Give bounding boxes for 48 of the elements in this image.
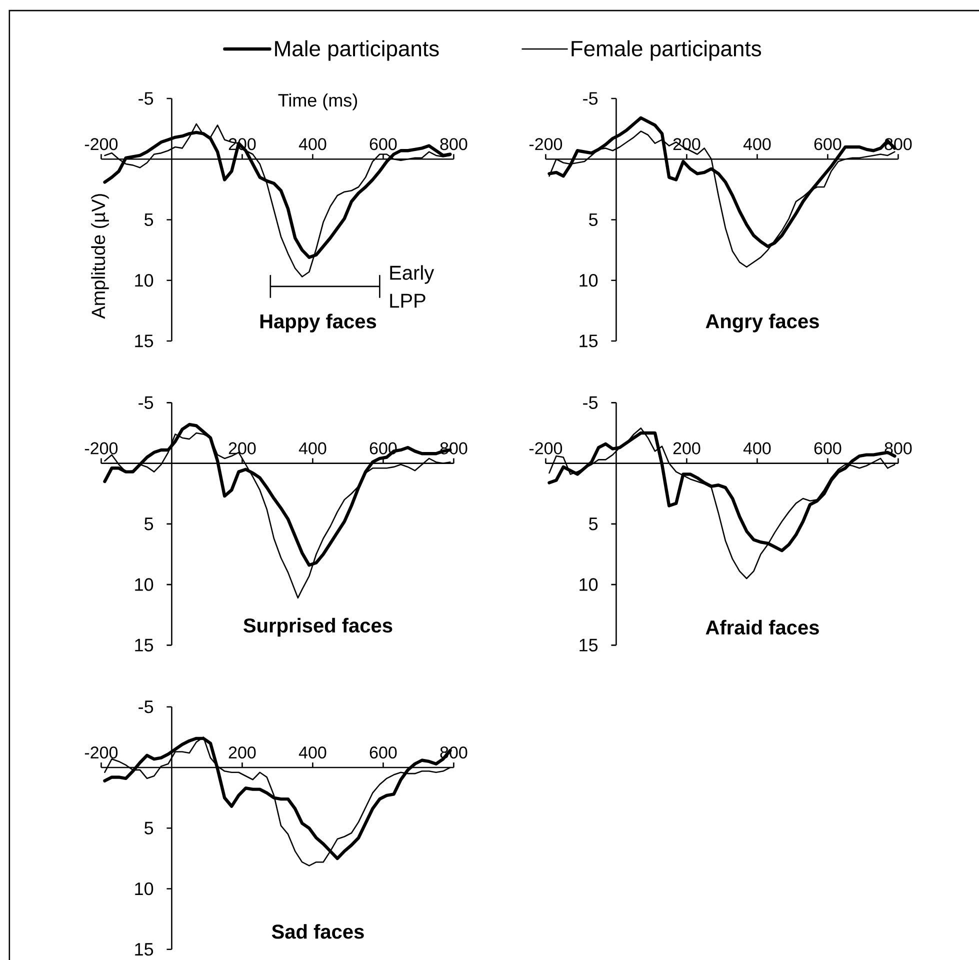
y-tick-label: 5 (144, 822, 154, 834)
x-tick-label: 600 (814, 442, 842, 454)
y-tick-label: 5 (144, 518, 154, 530)
y-tick-label: 15 (135, 943, 154, 956)
legend-label: Female participants (572, 40, 762, 61)
y-axis-title: Amplitude (µV) (91, 194, 109, 319)
text: Afraid faces (706, 620, 819, 635)
y-tick-label: 15 (135, 638, 154, 652)
x-tick-label: -200 (84, 138, 118, 150)
y-tick-label: 15 (580, 638, 598, 652)
text: Happy faces (260, 314, 376, 332)
x-tick-label: -200 (84, 746, 118, 759)
x-tick-label: -200 (529, 138, 562, 150)
x-tick-label: 600 (370, 746, 397, 759)
y-tick-label: -5 (138, 700, 154, 714)
y-tick-label: -5 (138, 396, 154, 409)
x-tick-label: -200 (84, 442, 118, 454)
x-tick-label: 400 (743, 442, 771, 454)
x-tick-label: 200 (228, 746, 256, 759)
x-tick-label: 400 (298, 442, 326, 454)
x-tick-label: 200 (228, 442, 256, 454)
y-tick-label: 10 (580, 274, 598, 287)
annotation: Early LPP (390, 265, 434, 308)
y-tick-label: 10 (135, 882, 154, 896)
y-tick-label: -5 (583, 396, 598, 409)
y-tick-label: 15 (135, 334, 154, 348)
y-tick-label: -5 (583, 92, 598, 105)
y-tick-label: 10 (135, 578, 154, 591)
x-tick-label: -200 (529, 442, 562, 454)
x-tick-label: 600 (814, 138, 842, 150)
x-tick-label: 800 (440, 138, 468, 150)
x-axis-title: Time (ms) (278, 93, 358, 110)
x-tick-label: 600 (370, 138, 397, 150)
text: Sad faces (272, 924, 364, 939)
y-tick-label: 5 (589, 213, 598, 226)
y-tick-label: 5 (144, 213, 154, 226)
x-tick-label: 400 (298, 138, 326, 150)
text: Surprised faces (244, 618, 392, 637)
y-tick-label: 10 (135, 274, 154, 287)
x-tick-label: 400 (743, 138, 771, 150)
y-tick-label: 10 (580, 578, 598, 591)
legend-label: Male participants (275, 40, 439, 61)
y-tick-label: 15 (580, 334, 598, 348)
x-tick-label: 400 (298, 746, 326, 759)
y-tick-label: -5 (138, 92, 154, 105)
y-tick-label: 5 (589, 518, 598, 530)
x-tick-label: 200 (673, 442, 700, 454)
text: Angry faces (706, 314, 819, 332)
